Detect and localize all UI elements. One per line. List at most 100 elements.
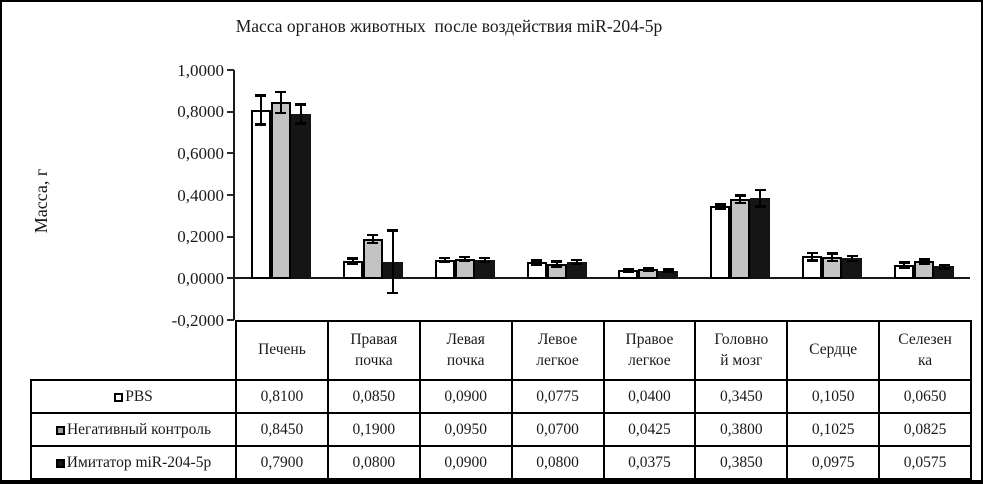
y-tick-mark [227, 319, 234, 321]
series-name: PBS [125, 387, 153, 405]
error-bar-cap [622, 267, 634, 271]
value-cell: 0,1900 [326, 412, 421, 447]
error-bar-cap [826, 252, 838, 255]
error-bar [903, 262, 905, 268]
error-bar-cap [551, 265, 562, 268]
series-name: Негативный контроль [66, 420, 212, 438]
value-cell: 0,3450 [694, 379, 789, 414]
error-bar-cap [295, 103, 307, 106]
error-bar [351, 258, 354, 264]
error-bar [923, 259, 925, 264]
chart-title: Масса органов животных после воздействия… [235, 16, 663, 36]
organ-header-cell: Левая почка [418, 320, 513, 381]
y-tick-mark [227, 235, 234, 238]
error-bar [831, 253, 834, 261]
error-bar [259, 95, 262, 125]
error-bar [575, 259, 578, 264]
y-tick-label: 0,8000 [177, 102, 224, 122]
bar [474, 259, 495, 280]
error-bar-cap [846, 259, 858, 263]
error-bar [739, 195, 742, 203]
error-bar [299, 104, 302, 124]
error-bar-cap [918, 258, 930, 261]
error-bar-cap [387, 291, 399, 295]
y-tick-label: 0,2000 [177, 227, 224, 247]
bar [750, 198, 771, 280]
series-legend-cell: Негативный контроль [30, 412, 237, 447]
error-bar-cap [275, 90, 287, 94]
x-axis-line [235, 277, 970, 279]
organ-header-cell: Головно й мозг [694, 320, 789, 381]
y-tick-mark [227, 152, 234, 155]
bar [842, 258, 863, 280]
error-bar-cap [531, 263, 542, 266]
value-cell: 0,7900 [235, 445, 329, 480]
error-bar [555, 261, 558, 267]
error-bar-cap [734, 194, 746, 197]
value-cell: 0,1025 [786, 412, 881, 447]
error-bar-cap [642, 269, 654, 273]
error-bar-cap [754, 188, 766, 192]
error-bar-cap [367, 241, 379, 245]
series-legend-cell: Имитатор miR-204-5p [30, 445, 237, 480]
value-cell: 0,0800 [510, 445, 605, 480]
error-bar-cap [479, 260, 491, 264]
error-bar-cap [295, 122, 307, 125]
y-tick-label: -0,2000 [171, 310, 224, 330]
value-cell: 0,0775 [510, 379, 605, 414]
value-cell: 0,3800 [694, 412, 789, 447]
value-cell: 0,0650 [878, 379, 972, 414]
table-corner-cell [31, 321, 236, 380]
error-bar-cap [255, 123, 267, 126]
value-cell: 0,0575 [878, 445, 972, 480]
error-bar-cap [734, 201, 746, 205]
error-bar-cap [571, 262, 582, 266]
error-bar [443, 257, 446, 262]
error-bar [811, 252, 814, 261]
error-bar-cap [898, 261, 910, 264]
value-cell: 0,0400 [602, 379, 697, 414]
y-tick-mark [227, 194, 234, 196]
error-bar-cap [714, 207, 726, 211]
error-bar [719, 204, 722, 209]
bar [658, 270, 679, 280]
value-cell: 0,0850 [326, 379, 421, 414]
error-bar [391, 230, 394, 293]
organ-header-cell: Сердце [786, 320, 881, 381]
error-bar-cap [806, 251, 818, 255]
bar [710, 206, 731, 280]
value-cell: 0,1050 [786, 379, 881, 414]
organ-header-cell: Левое легкое [510, 320, 605, 381]
error-bar [463, 256, 466, 261]
y-axis-title: Масса, г [31, 168, 51, 234]
value-cell: 0,8450 [235, 412, 329, 447]
table-row: Имитатор miR-204-5p 0,7900 0,0800 0,0900 0,0… [30, 445, 972, 480]
value-cell: 0,0375 [602, 445, 697, 480]
value-cell: 0,0700 [510, 412, 605, 447]
bar [290, 113, 311, 280]
series-marker-icon [55, 425, 65, 435]
error-bar [759, 189, 762, 207]
y-tick-label: 0,6000 [177, 143, 224, 163]
y-tick-mark [227, 110, 234, 113]
error-bar-cap [367, 233, 379, 237]
error-bar-cap [439, 260, 451, 263]
error-bar-cap [531, 259, 542, 262]
table-row: Негативный контроль 0,8450 0,1900 0,0950 0,0… [30, 412, 972, 447]
error-bar-cap [275, 111, 287, 115]
organ-header-cell: Печень [235, 320, 329, 381]
series-name: Имитатор miR-204-5p [66, 453, 212, 471]
organ-header-cell: Правая почка [326, 320, 421, 381]
error-bar-cap [571, 258, 582, 262]
error-bar-cap [662, 268, 674, 271]
y-tick-mark [227, 277, 234, 280]
value-cell: 0,8100 [235, 379, 329, 414]
value-cell: 0,3850 [694, 445, 789, 480]
y-tick-label: 0,4000 [177, 185, 224, 205]
error-bar-cap [479, 256, 491, 259]
error-bar [943, 264, 945, 269]
error-bar-cap [459, 255, 471, 259]
series-marker-icon [55, 458, 65, 468]
error-bar-cap [459, 259, 471, 262]
